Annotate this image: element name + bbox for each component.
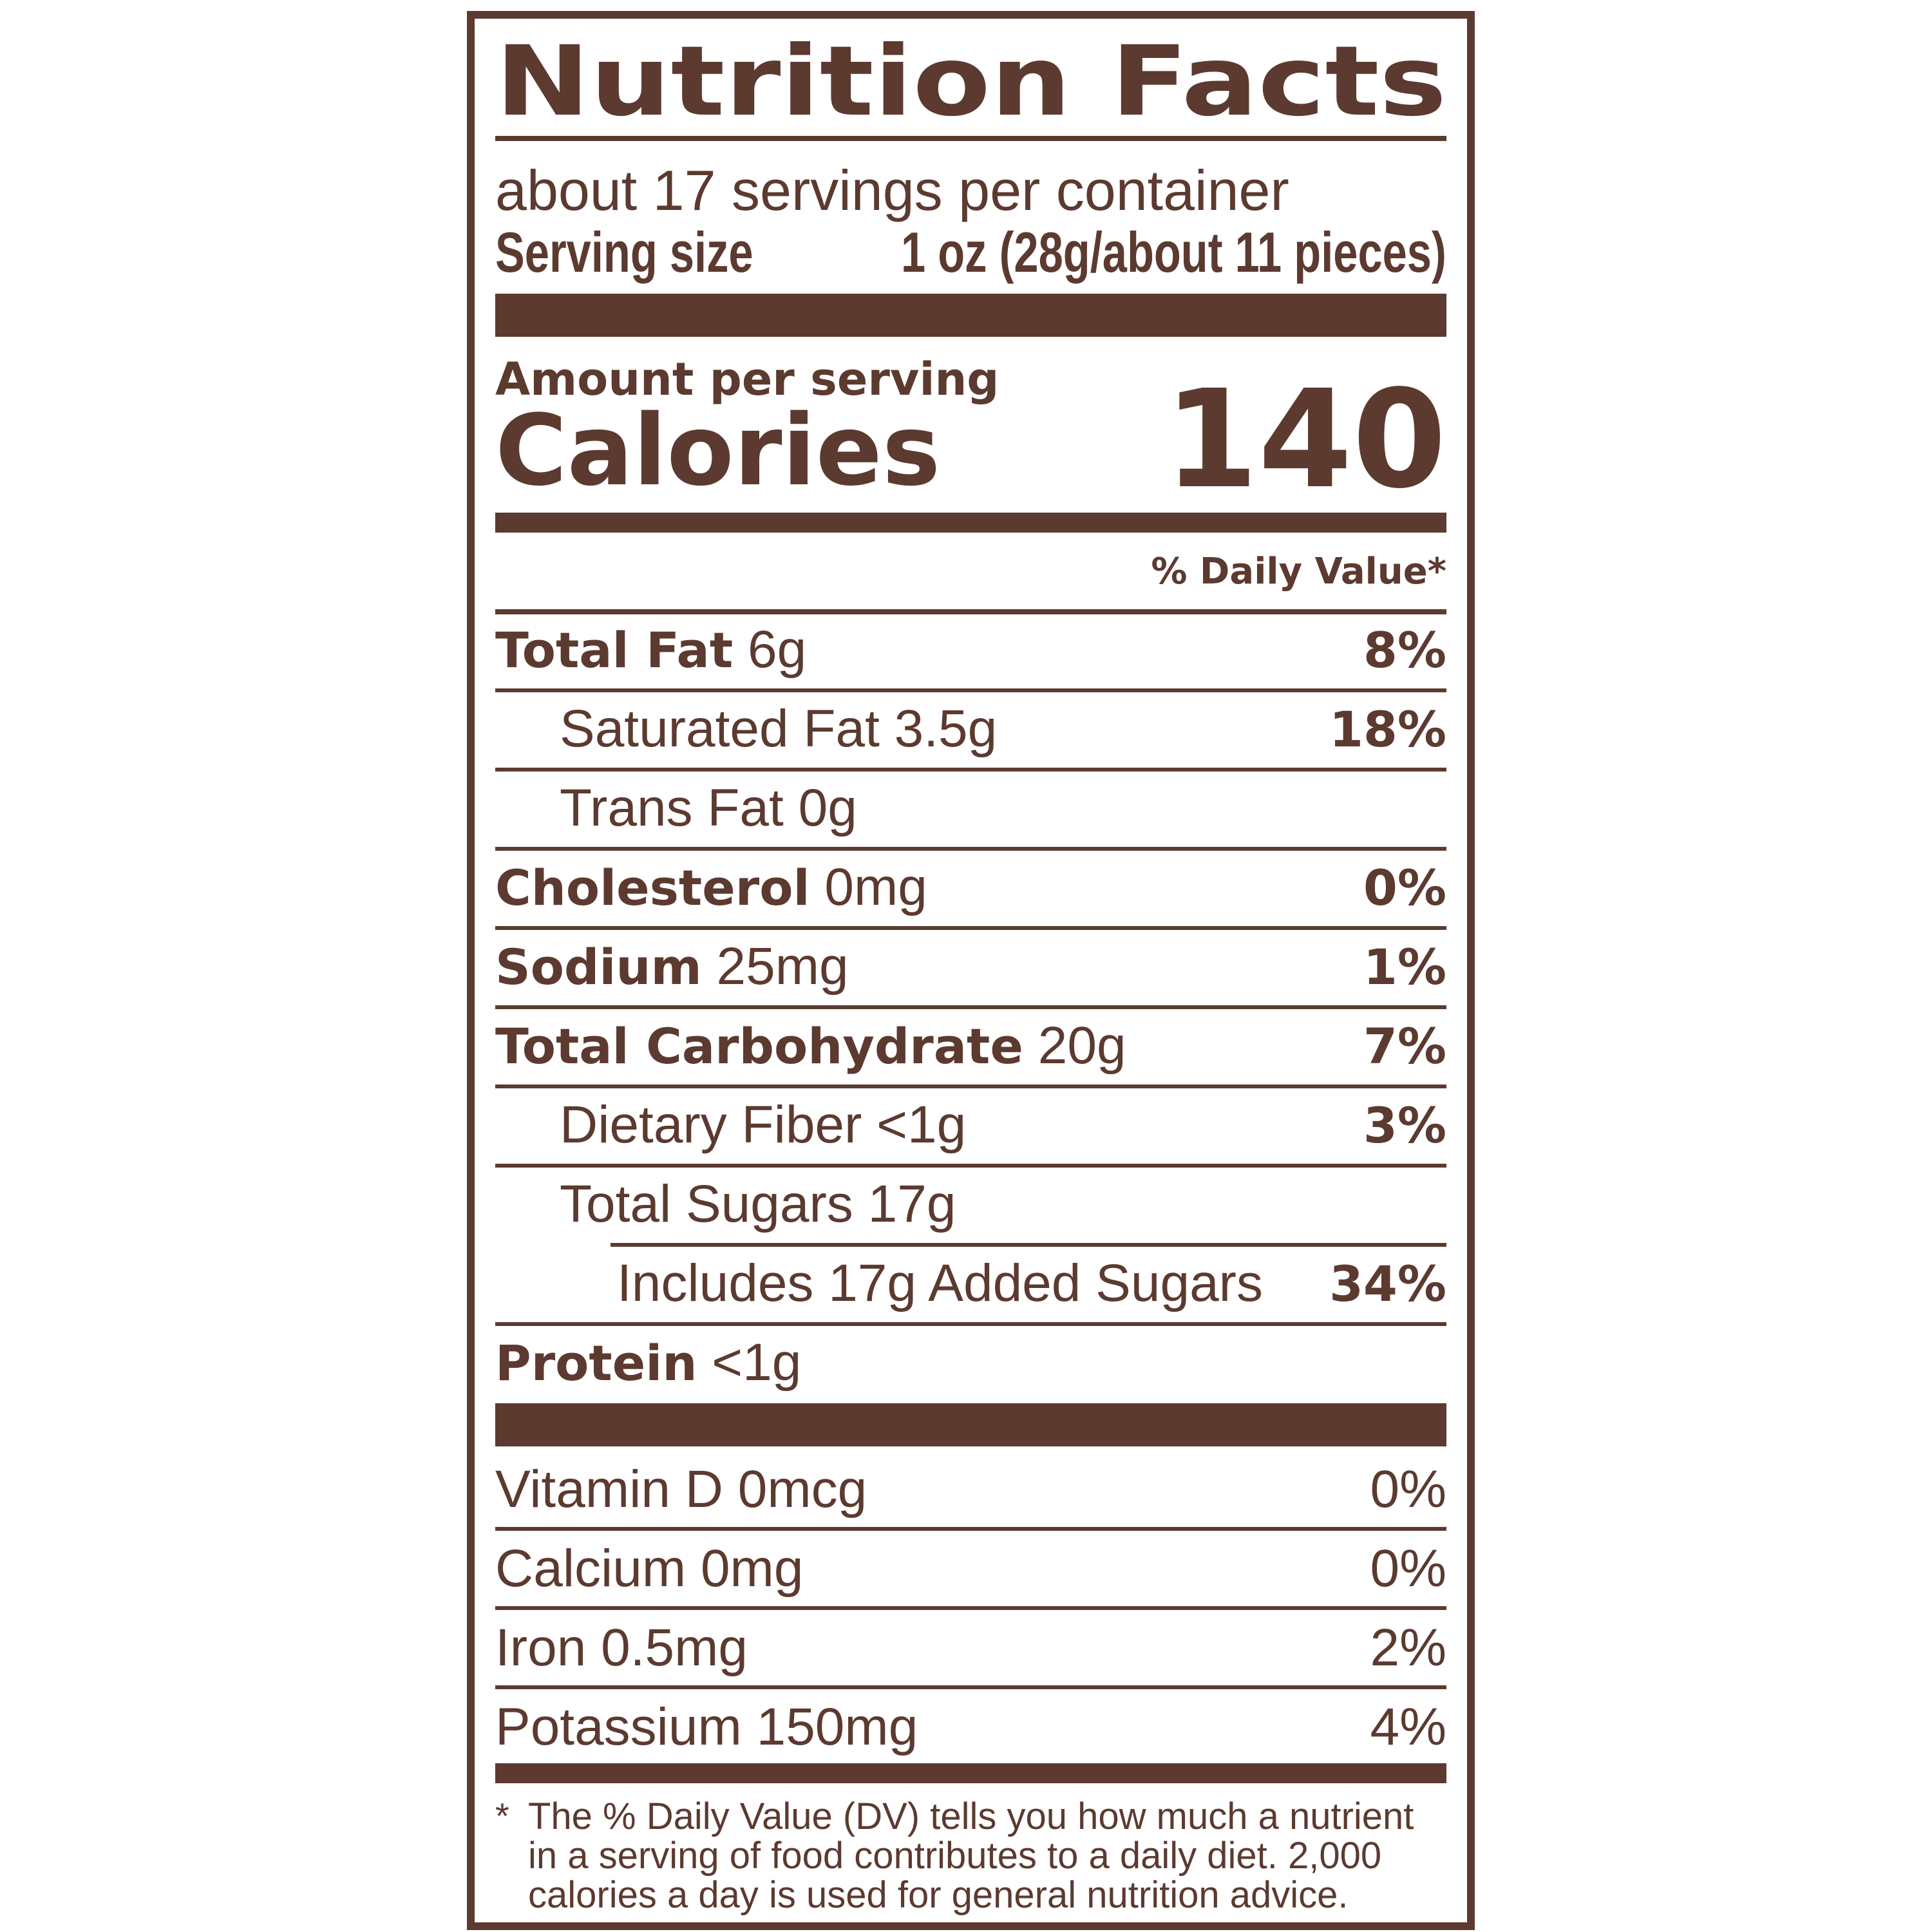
vitamin-name: Iron 0.5mg	[495, 1618, 748, 1677]
amount-per-serving: Amount per serving	[495, 353, 999, 406]
row-divider	[495, 688, 1446, 692]
row-divider	[495, 1164, 1446, 1168]
calories-value: 140	[1164, 361, 1446, 518]
nutrient-name: Dietary Fiber	[560, 1095, 862, 1154]
nutrient-name: Cholesterol	[495, 859, 810, 916]
nutrient-amount: 6g	[747, 620, 807, 679]
thick-divider	[495, 294, 1446, 337]
footnote-line: calories a day is used for general nutri…	[528, 1874, 1349, 1916]
nutrient-daily-value: 0%	[1363, 859, 1446, 916]
footnote-marker: *	[495, 1795, 509, 1836]
medium-divider	[495, 1763, 1446, 1783]
nutrient-amount: 3.5g	[894, 699, 998, 758]
nutrient-daily-value: 18%	[1329, 701, 1446, 758]
row-divider	[495, 1606, 1446, 1610]
nutrient-daily-value: 3%	[1363, 1097, 1446, 1154]
divider	[495, 136, 1446, 141]
nutrient-row: Trans Fat 0g	[560, 782, 857, 835]
nutrient-row: Includes 17g Added Sugars	[617, 1257, 1263, 1310]
nutrient-row: Total Carbohydrate 20g	[495, 1019, 1126, 1072]
nutrient-daily-value: 7%	[1363, 1018, 1446, 1075]
row-divider	[495, 847, 1446, 851]
nutrient-row: Cholesterol 0mg	[495, 861, 927, 914]
daily-value-header: % Daily Value*	[1151, 551, 1446, 592]
nutrient-row: Total Fat 6g	[495, 623, 806, 676]
vitamin-name: Calcium 0mg	[495, 1539, 804, 1598]
nutrient-name: Protein	[495, 1334, 697, 1392]
row-divider	[495, 1527, 1446, 1531]
nutrient-name: Total Fat	[495, 621, 734, 679]
nutrient-amount: 25mg	[716, 937, 849, 996]
vitamin-daily-value: 4%	[1370, 1698, 1446, 1756]
nutrient-row: Saturated Fat 3.5g	[560, 703, 997, 755]
nutrient-daily-value: 8%	[1363, 621, 1446, 679]
row-divider	[495, 1322, 1446, 1326]
calories-label: Calories	[495, 393, 941, 507]
nutrient-name: Total Carbohydrate	[495, 1018, 1023, 1075]
nutrient-row: Total Sugars 17g	[560, 1178, 956, 1231]
row-divider	[495, 926, 1446, 930]
thick-divider	[495, 1403, 1446, 1446]
footnote-line: The % Daily Value (DV) tells you how muc…	[528, 1795, 1414, 1837]
servings-per-container: about 17 servings per container	[495, 158, 1289, 222]
medium-divider	[495, 513, 1446, 533]
nutrient-amount: 17g	[867, 1175, 956, 1233]
vitamin-daily-value: 0%	[1370, 1539, 1446, 1598]
vitamin-daily-value: 0%	[1370, 1460, 1446, 1519]
nutrient-row: Sodium 25mg	[495, 940, 849, 993]
serving-size-value: 1 oz (28g/about 11 pieces)	[900, 220, 1446, 284]
divider	[495, 609, 1446, 614]
nutrient-row: Protein <1g	[495, 1336, 801, 1389]
row-divider	[495, 1005, 1446, 1009]
serving-size-label: Serving size	[495, 220, 753, 284]
nutrient-name: Sodium	[495, 938, 702, 996]
nutrient-amount: <1g	[876, 1095, 967, 1154]
nutrient-name: Total Sugars	[560, 1175, 853, 1233]
nutrient-amount: 0g	[798, 779, 857, 837]
row-divider	[611, 1243, 1446, 1247]
vitamin-name: Potassium 150mg	[495, 1698, 918, 1756]
nutrient-row: Dietary Fiber <1g	[560, 1099, 966, 1151]
nutrient-daily-value: 34%	[1329, 1255, 1446, 1312]
nutrient-name: Trans Fat	[560, 779, 784, 837]
nutrient-name: Saturated Fat	[560, 699, 880, 758]
nutrient-name: Includes 17g Added Sugars	[617, 1254, 1263, 1312]
row-divider	[495, 1084, 1446, 1088]
nutrient-amount: <1g	[712, 1333, 802, 1392]
footnote-line: in a serving of food contributes to a da…	[528, 1835, 1382, 1877]
nutrient-amount: 20g	[1037, 1016, 1126, 1075]
row-divider	[495, 1685, 1446, 1689]
nutrient-amount: 0mg	[824, 858, 927, 916]
row-divider	[495, 768, 1446, 772]
label-title: Nutrition Facts	[495, 26, 1447, 138]
vitamin-daily-value: 2%	[1370, 1618, 1446, 1677]
vitamin-name: Vitamin D 0mcg	[495, 1460, 867, 1519]
nutrient-daily-value: 1%	[1363, 938, 1446, 996]
nutrition-label-border	[467, 11, 1475, 1930]
